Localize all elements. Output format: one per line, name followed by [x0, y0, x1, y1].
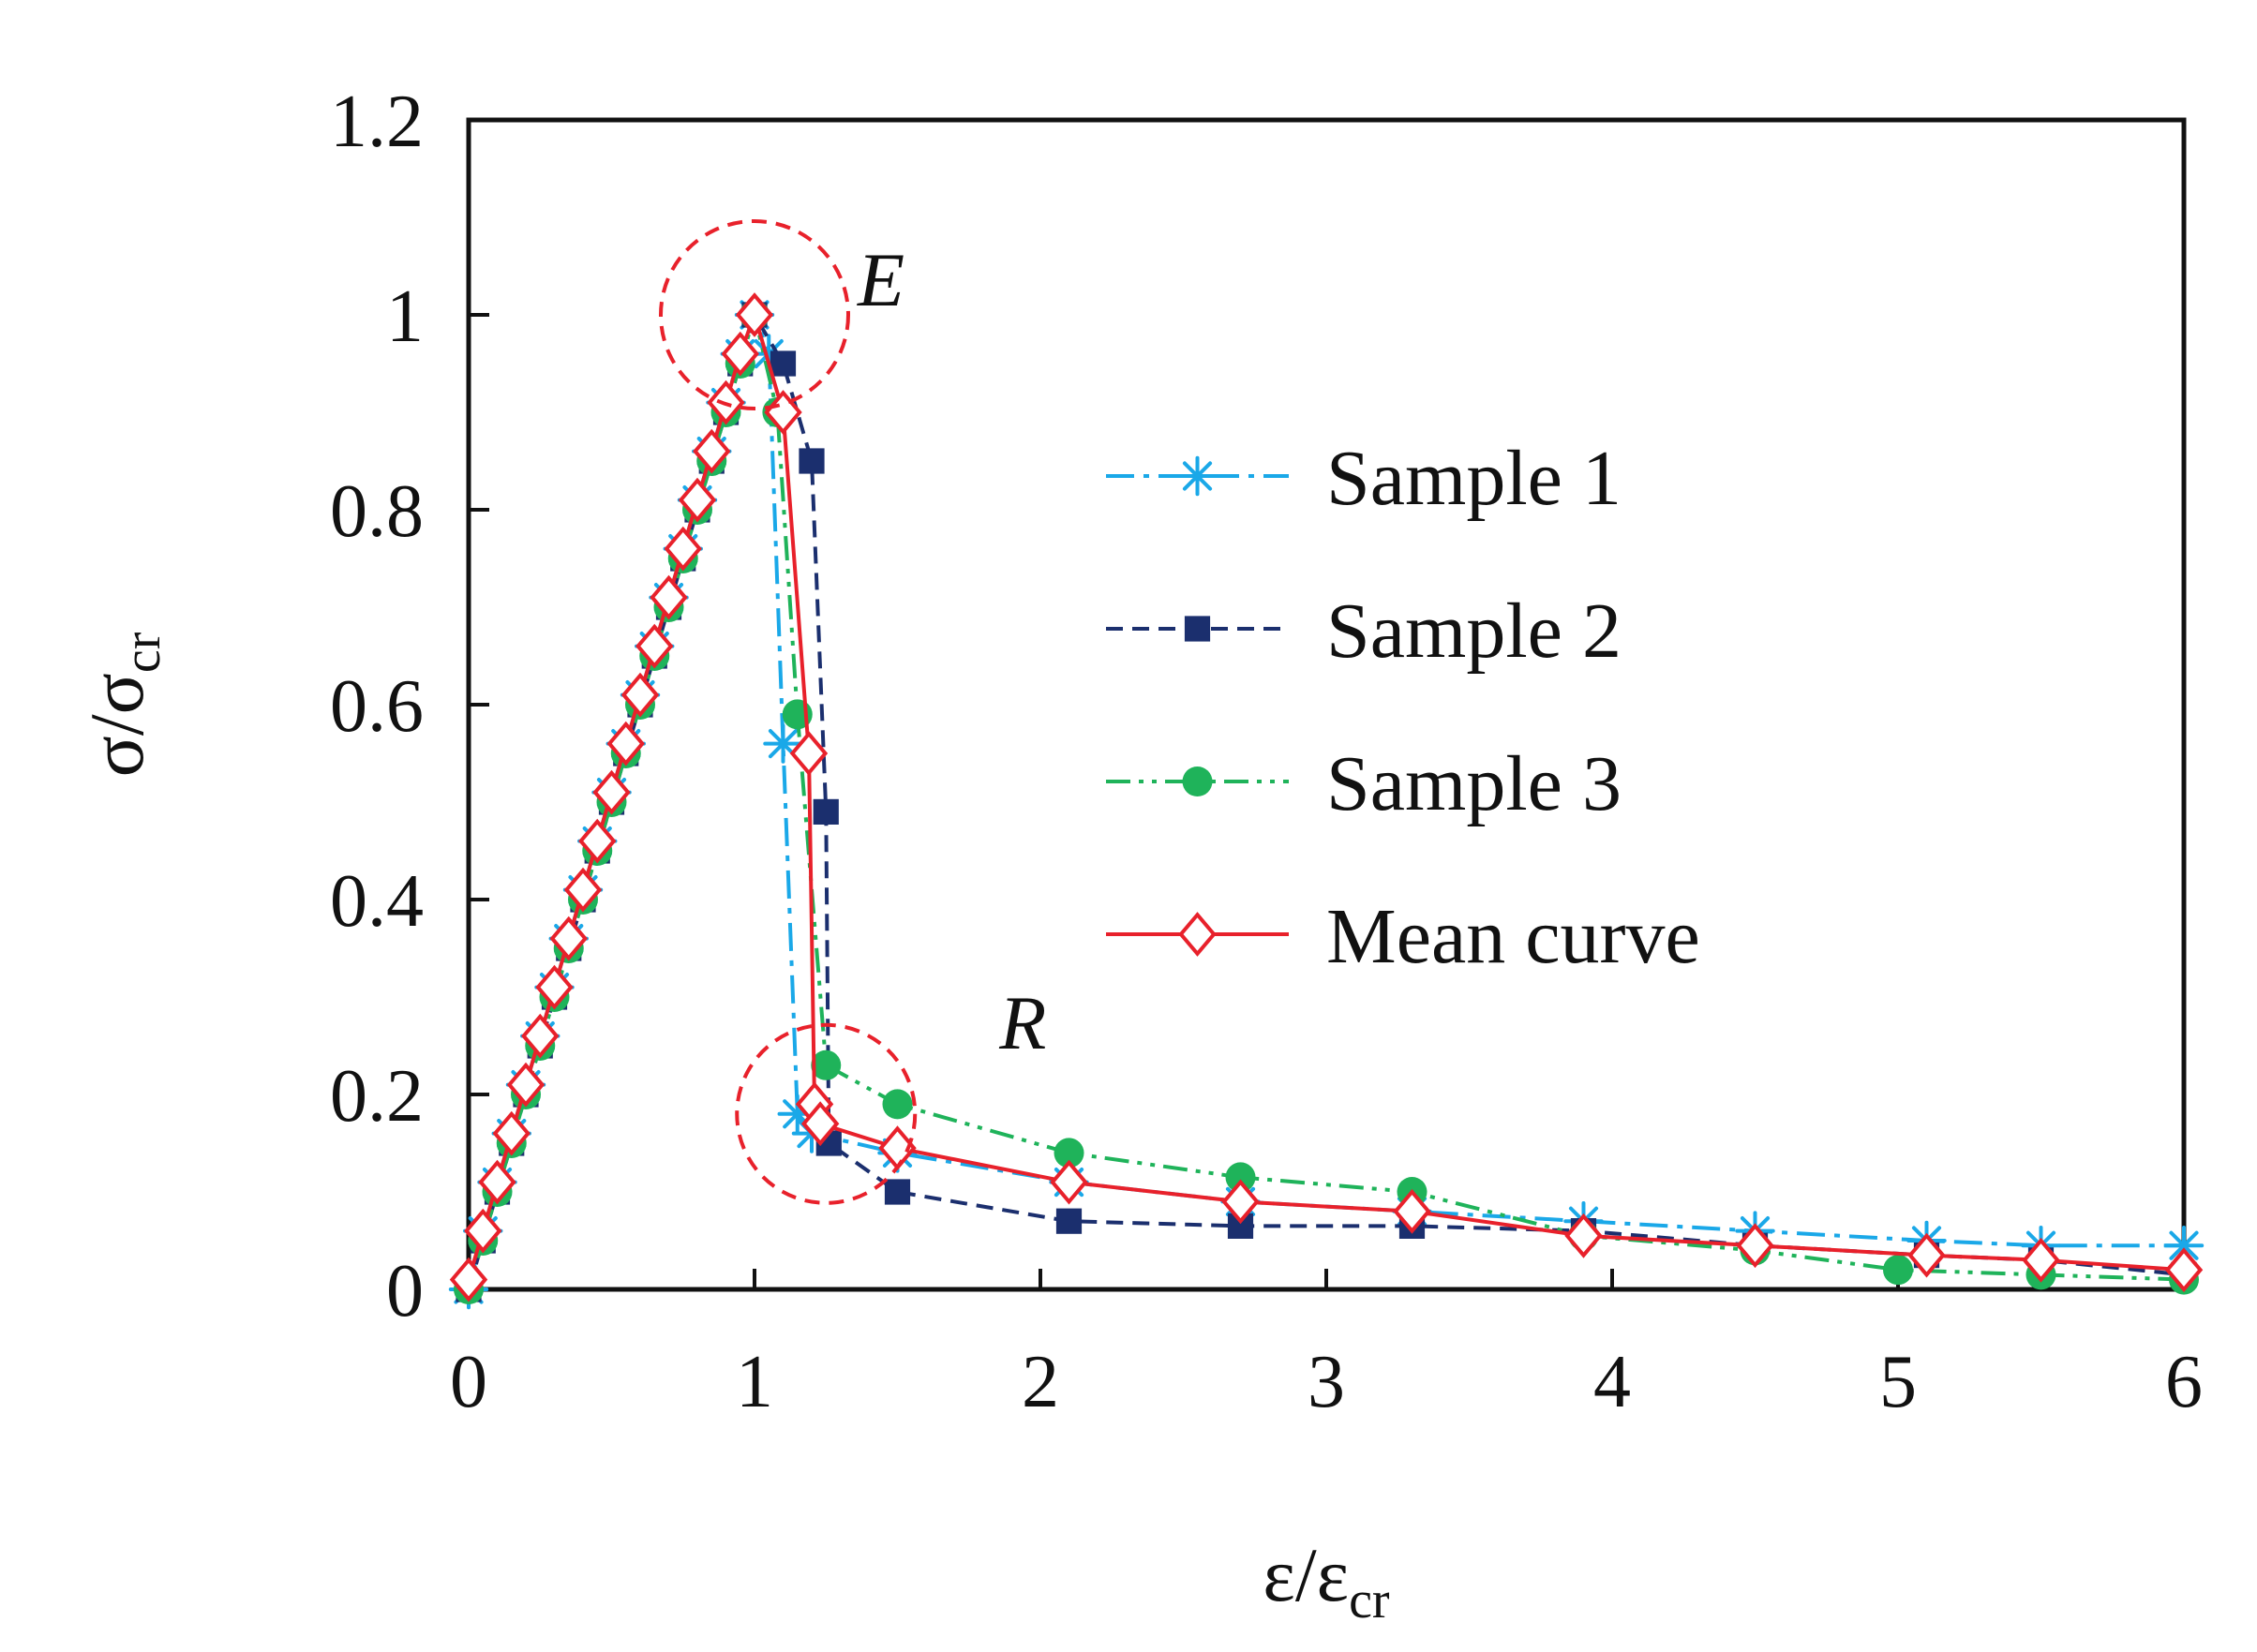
x-tick-label: 0: [450, 1341, 487, 1423]
data-point-marker: [606, 721, 645, 766]
y-tick-label: 0.6: [330, 665, 424, 748]
y-axis-title-main: σ/σ: [74, 673, 159, 777]
legend: Sample 1 Sample 2 Sample 3 Mean curve: [1106, 435, 1700, 980]
legend-marker: [1178, 912, 1217, 957]
data-point-marker: [735, 292, 774, 337]
y-tick-label: 1: [386, 275, 424, 358]
annotation-ring: [735, 1022, 918, 1205]
legend-label: Sample 3: [1326, 740, 1622, 827]
data-point-marker: [506, 1062, 546, 1108]
data-point-marker: [721, 331, 759, 377]
legend-item: Mean curve: [1106, 893, 1700, 980]
data-point-marker: [884, 1179, 911, 1205]
data-point-marker: [789, 731, 829, 776]
y-tick-label: 0.2: [330, 1055, 424, 1138]
data-point-marker: [799, 448, 825, 474]
x-tick-label: 1: [736, 1341, 773, 1423]
series-line: [467, 313, 2185, 1281]
legend-label: Mean curve: [1326, 893, 1700, 980]
data-point-marker: [1054, 1138, 1084, 1168]
data-point-marker: [2022, 1237, 2060, 1283]
data-point-marker: [549, 915, 588, 961]
data-point-marker: [535, 964, 574, 1010]
data-point-marker: [813, 798, 839, 825]
y-axis-ticks: 0 0.2 0.4 0.6 0.8 1 1.2: [330, 81, 489, 1332]
x-tick-label: 5: [1879, 1341, 1917, 1423]
annotation-layer: ER: [659, 219, 1046, 1205]
y-axis-title: σ/σcr: [74, 632, 172, 777]
data-point-marker: [2164, 1247, 2204, 1293]
data-point-marker: [478, 1159, 516, 1205]
legend-item: Sample 3: [1106, 740, 1622, 827]
data-point-marker: [492, 1110, 531, 1156]
data-point-marker: [1393, 1188, 1431, 1234]
y-tick-label: 0.8: [330, 470, 424, 553]
series-line: [467, 313, 2185, 1290]
data-point-marker: [664, 526, 702, 572]
data-point-marker: [521, 1013, 560, 1059]
data-point-marker: [449, 1257, 488, 1302]
legend-label: Sample 1: [1326, 435, 1622, 522]
series-mean-curve: [449, 292, 2204, 1302]
legend-marker: [1177, 455, 1218, 497]
y-tick-label: 1.2: [330, 81, 424, 163]
legend-marker: [1182, 766, 1213, 796]
data-point-marker: [1883, 1255, 1913, 1286]
x-axis-title-sub: cr: [1349, 1571, 1390, 1630]
data-point-marker: [1736, 1223, 1774, 1269]
series-layer: [448, 292, 2205, 1310]
data-point-marker: [1221, 1179, 1260, 1225]
plot-area-frame: [466, 117, 2187, 1292]
data-point-marker: [592, 769, 631, 815]
annotation-label: R: [998, 980, 1046, 1065]
legend-item: Sample 1: [1106, 435, 1622, 522]
annotation-label: E: [857, 237, 904, 322]
legend-label: Sample 2: [1326, 588, 1622, 675]
y-tick-label: 0: [386, 1250, 424, 1332]
data-point-marker: [882, 1089, 913, 1120]
data-point-marker: [800, 1101, 840, 1147]
data-point-marker: [578, 818, 617, 864]
x-axis-ticks: 0 1 2 3 4 5 6: [450, 1269, 2203, 1423]
data-point-marker: [693, 428, 731, 474]
data-point-marker: [770, 350, 797, 377]
data-point-marker: [1050, 1159, 1088, 1205]
data-point-marker: [811, 1049, 842, 1080]
x-axis-title-main: ε/ε: [1263, 1532, 1349, 1617]
data-point-marker: [650, 574, 688, 620]
data-point-marker: [2163, 1226, 2205, 1266]
x-tick-label: 6: [2165, 1341, 2203, 1423]
data-point-marker: [1907, 1232, 1946, 1278]
data-point-marker: [635, 623, 674, 669]
x-tick-label: 2: [1022, 1341, 1059, 1423]
x-axis-title: ε/εcr: [1263, 1532, 1390, 1630]
data-point-marker: [1225, 1162, 1256, 1193]
legend-marker: [1184, 616, 1211, 642]
data-point-marker: [563, 867, 603, 913]
x-tick-label: 3: [1308, 1341, 1345, 1423]
data-point-marker: [1055, 1208, 1083, 1234]
y-axis-title-sub: cr: [113, 632, 172, 673]
data-point-marker: [620, 672, 660, 718]
data-point-marker: [464, 1208, 502, 1254]
legend-item: Sample 2: [1106, 588, 1622, 675]
y-tick-label: 0.4: [330, 860, 424, 943]
data-point-marker: [678, 477, 717, 523]
annotation-ring: [659, 219, 850, 410]
x-tick-label: 4: [1593, 1341, 1631, 1423]
data-point-marker: [1564, 1213, 1603, 1258]
